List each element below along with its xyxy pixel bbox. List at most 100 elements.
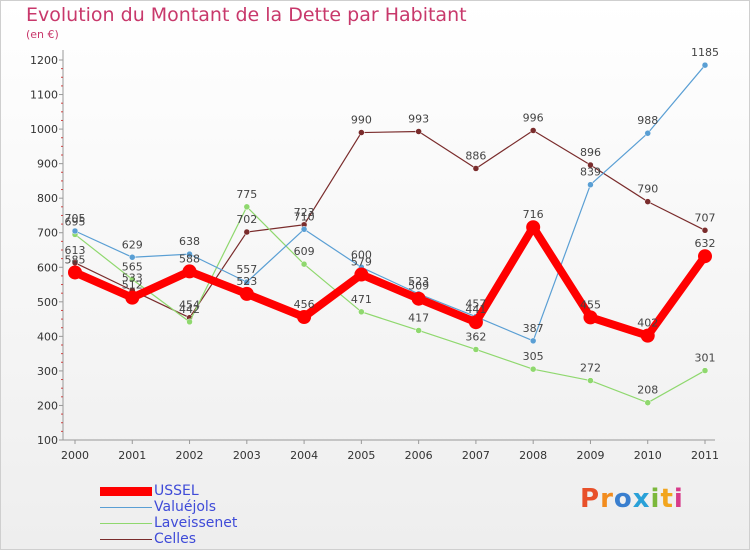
data-label: 996 [523,111,544,124]
legend-item-ussel: USSEL [100,483,300,500]
data-label: 387 [523,322,544,335]
x-tick-label: 2001 [118,449,146,462]
series-line-valuéjols [74,64,706,342]
data-point [68,265,82,280]
data-label: 705 [65,212,86,225]
x-tick-label: 2009 [576,449,604,462]
data-label: 775 [236,188,257,201]
x-tick-label: 2005 [347,449,375,462]
data-point [182,264,197,279]
data-point [243,228,251,236]
y-tick-label: 500 [37,296,58,309]
data-point [587,161,594,169]
data-label: 456 [294,298,315,311]
data-point [583,310,598,325]
data-point [129,276,136,283]
data-label: 557 [236,263,257,276]
data-point [300,260,308,268]
data-point [354,267,369,282]
data-point [587,377,594,384]
data-label: 600 [351,248,372,261]
data-point [411,291,426,306]
legend-swatch-ussel [100,487,152,496]
data-point [415,128,422,135]
data-point [701,227,709,234]
y-tick-label: 600 [37,261,58,274]
series-line-laveissenet [74,206,706,404]
data-point [186,250,193,258]
data-label: 301 [695,352,716,365]
x-tick-label: 2002 [176,449,204,462]
data-label: 208 [637,384,658,397]
data-point [468,315,483,330]
data-point [125,290,140,305]
legend-swatch-laveissenet [100,523,152,524]
legend: USSEL Valuéjols Laveissenet Celles [100,483,300,548]
data-label: 509 [408,280,429,293]
y-tick-label: 1000 [30,123,58,136]
data-label: 723 [294,206,315,219]
proxiti-logo: Proxiti [580,484,684,514]
data-point [186,318,193,326]
x-tick-label: 2007 [462,449,490,462]
x-tick-label: 2008 [519,449,547,462]
x-tick-label: 2010 [634,449,662,462]
logo-letter: P [580,484,601,514]
data-label: 695 [65,215,86,228]
data-label: 790 [637,183,658,196]
legend-swatch-valuejols [100,507,152,508]
y-tick-label: 700 [37,227,58,240]
logo-letter: r [600,484,614,514]
data-label: 585 [65,253,86,266]
data-point [587,181,594,188]
data-point [644,399,651,406]
legend-label-valuejols: Valuéjols [154,499,217,515]
data-label: 629 [122,238,143,251]
data-label: 896 [580,146,601,159]
data-label: 512 [122,279,143,292]
data-label: 638 [179,235,200,248]
data-point [640,328,655,343]
logo-letter: x [632,484,651,514]
data-label: 305 [523,350,544,363]
data-point [526,220,541,235]
data-label: 988 [637,114,658,127]
x-tick-label: 2000 [61,449,89,462]
logo-letter: i [673,484,684,514]
x-tick-label: 2011 [691,449,719,462]
data-label: 272 [580,362,601,375]
x-tick-label: 2006 [405,449,433,462]
data-point [243,278,251,286]
y-tick-label: 1100 [30,89,58,102]
data-label: 707 [695,211,716,224]
legend-swatch-celles [100,539,152,540]
data-label: 886 [465,149,486,162]
legend-label-ussel: USSEL [154,483,199,499]
x-tick-label: 2004 [290,449,318,462]
y-tick-label: 400 [37,330,58,343]
data-label: 523 [408,275,429,288]
data-label: 533 [122,271,143,284]
data-label: 609 [294,245,315,258]
logo-letter: o [613,484,633,514]
data-point [243,203,251,211]
legend-item-celles: Celles [100,531,300,548]
logo-letter: t [660,484,674,514]
y-tick-label: 200 [37,399,58,412]
data-label: 990 [351,114,372,127]
data-point [297,310,312,325]
legend-label-celles: Celles [154,531,197,547]
chart-subtitle: (en €) [26,28,59,41]
data-label: 471 [351,293,372,306]
data-label: 839 [580,166,601,179]
data-label: 442 [179,303,200,316]
data-point [644,198,651,205]
data-point [129,254,136,261]
data-label: 455 [580,298,601,311]
data-point [71,227,79,235]
data-label: 993 [408,113,429,126]
legend-label-laveissenet: Laveissenet [154,515,238,531]
data-point [415,327,422,334]
